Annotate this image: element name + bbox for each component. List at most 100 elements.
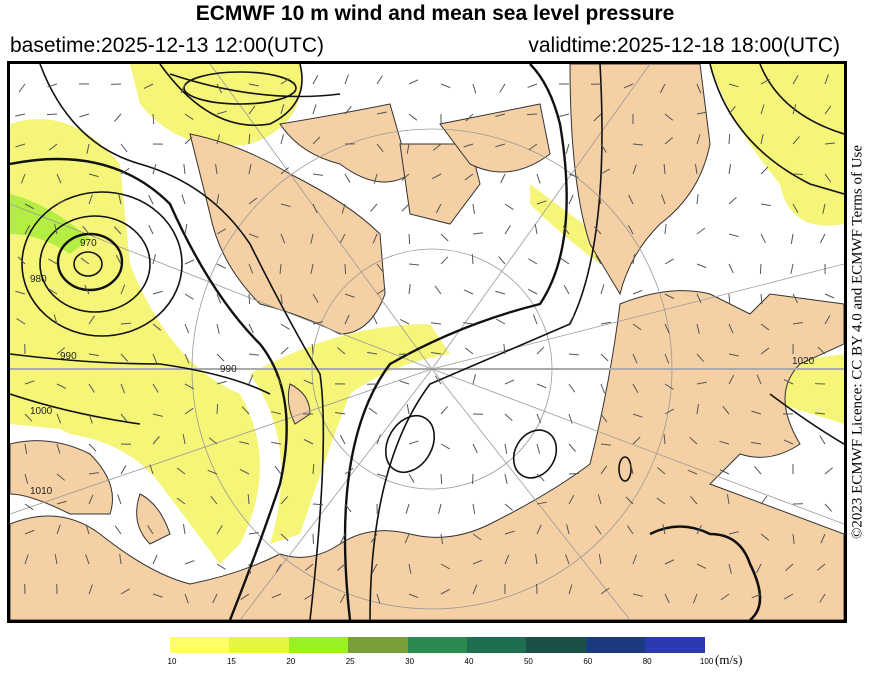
wind-arrow — [372, 314, 378, 325]
wind-arrow — [536, 173, 541, 184]
wind-arrow — [152, 554, 158, 565]
wind-arrow — [120, 383, 126, 394]
wind-arrow — [120, 322, 132, 325]
wind-arrow — [344, 314, 350, 325]
wind-arrow — [600, 321, 611, 325]
validtime-label: validtime:2025-12-18 18:00(UTC) — [528, 34, 840, 57]
wind-arrow — [628, 194, 634, 205]
wind-arrow — [760, 203, 771, 207]
wind-arrow — [408, 263, 419, 266]
wind-arrow — [503, 344, 506, 355]
wind-arrow — [568, 173, 579, 178]
wind-arrow — [372, 233, 378, 244]
wind-arrow — [472, 443, 478, 454]
wind-arrow — [719, 440, 730, 445]
wind-arrow — [114, 525, 122, 535]
wind-arrow — [696, 194, 699, 205]
wind-arrow — [248, 83, 259, 87]
colorbar-tick: 100 — [699, 657, 714, 666]
wind-arrow — [728, 263, 734, 274]
wind-arrow — [339, 593, 346, 604]
wind-arrow — [152, 383, 159, 393]
colorbar-segment — [288, 637, 349, 653]
wind-arrow — [373, 173, 378, 184]
wind-arrow — [504, 473, 508, 484]
wind-arrow — [240, 593, 250, 600]
wind-arrow — [184, 353, 190, 364]
wind-arrow — [504, 530, 515, 535]
wind-arrow — [120, 353, 129, 362]
colorbar-tick: 80 — [642, 657, 652, 666]
wind-arrow — [248, 293, 251, 305]
wind-arrow — [148, 224, 154, 235]
wind-arrow — [568, 383, 576, 393]
wind-arrow — [408, 79, 419, 85]
wind-arrow — [247, 493, 250, 505]
wind-arrow — [696, 111, 707, 115]
wind-arrow — [536, 200, 547, 205]
colorbar-segment — [585, 637, 646, 653]
wind-arrow — [689, 436, 698, 445]
wind-arrow — [184, 407, 194, 415]
wind-arrow — [248, 263, 254, 274]
wind-arrow — [792, 293, 799, 304]
wind-arrow — [408, 113, 418, 121]
wind-arrow — [504, 503, 514, 511]
wind-arrow — [760, 323, 770, 331]
colorbar-segment — [526, 637, 586, 653]
wind-arrow — [120, 167, 130, 175]
wind-arrow — [751, 441, 762, 445]
wind-arrow — [536, 383, 547, 389]
wind-arrow — [664, 293, 675, 300]
wind-arrow — [625, 496, 634, 505]
wind-arrow — [559, 113, 570, 117]
wind-arrow — [152, 164, 157, 175]
wind-arrow — [152, 353, 158, 364]
wind-arrow — [817, 346, 826, 355]
wind-arrow — [120, 413, 128, 423]
wind-arrow — [498, 256, 506, 265]
wind-arrow — [312, 104, 317, 115]
wind-arrow — [24, 413, 33, 422]
wind-arrow — [120, 143, 128, 153]
wind-arrow — [399, 380, 410, 385]
wind-arrow — [593, 226, 602, 235]
weather-map[interactable]: 970 980 990 990 1000 1010 1020 — [7, 61, 847, 623]
wind-arrow — [48, 258, 58, 265]
wind-arrow — [15, 113, 26, 117]
wind-arrow — [593, 113, 602, 122]
wind-arrow — [47, 83, 58, 88]
wind-arrow — [215, 164, 218, 175]
wind-arrow — [280, 203, 291, 208]
wind-arrow — [120, 465, 127, 475]
wind-arrow — [408, 563, 412, 574]
wind-arrow — [344, 293, 355, 298]
wind-arrow — [504, 413, 513, 422]
wind-arrow — [48, 288, 58, 295]
wind-arrow — [792, 136, 800, 145]
wind-arrow — [687, 469, 698, 475]
wind-arrow — [152, 413, 163, 417]
wind-arrow — [408, 233, 411, 245]
wind-arrow — [440, 588, 451, 595]
wind-arrow — [17, 256, 26, 265]
wind-arrow — [751, 593, 762, 599]
wind-arrow — [600, 587, 610, 595]
wind-arrow — [339, 434, 346, 445]
wind-arrow — [118, 194, 122, 205]
wind-arrow — [248, 164, 252, 175]
wind-arrow — [728, 164, 731, 175]
wind-arrow — [310, 263, 314, 274]
wind-arrow — [216, 228, 226, 235]
wind-arrow — [563, 285, 570, 295]
wind-arrow — [728, 196, 737, 205]
wind-arrow — [726, 494, 730, 505]
wind-arrow — [728, 105, 736, 115]
wind-arrow — [600, 168, 610, 175]
wind-arrow — [754, 466, 762, 475]
wind-arrow — [148, 194, 154, 205]
wind-arrow — [117, 494, 122, 505]
wind-arrow — [664, 593, 670, 604]
wind-arrow — [696, 293, 702, 304]
wind-arrow — [54, 224, 58, 235]
